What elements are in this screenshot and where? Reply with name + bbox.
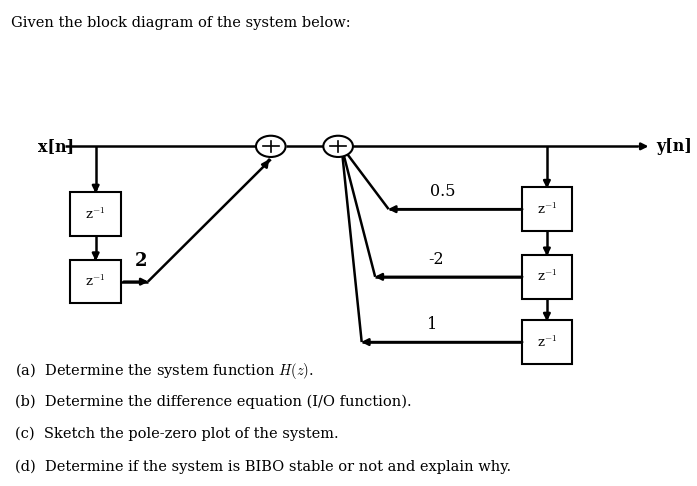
Text: (b)  Determine the difference equation (I/O function).: (b) Determine the difference equation (I… [15, 394, 411, 409]
Text: z$^{-1}$: z$^{-1}$ [537, 202, 557, 217]
FancyBboxPatch shape [70, 192, 121, 236]
Text: x[n]: x[n] [38, 138, 75, 155]
Text: z$^{-1}$: z$^{-1}$ [85, 274, 106, 289]
FancyBboxPatch shape [521, 188, 572, 231]
FancyBboxPatch shape [521, 255, 572, 298]
Text: (a)  Determine the system function $H(z)$.: (a) Determine the system function $H(z)$… [15, 362, 314, 382]
FancyBboxPatch shape [521, 320, 572, 364]
Text: 0.5: 0.5 [430, 183, 455, 200]
Text: z$^{-1}$: z$^{-1}$ [537, 334, 557, 350]
Circle shape [323, 136, 353, 157]
Text: 1: 1 [427, 316, 438, 333]
Text: z$^{-1}$: z$^{-1}$ [85, 207, 106, 222]
Text: 2: 2 [135, 252, 147, 270]
Circle shape [256, 136, 286, 157]
Text: (d)  Determine if the system is BIBO stable or not and explain why.: (d) Determine if the system is BIBO stab… [15, 460, 511, 474]
FancyBboxPatch shape [70, 260, 121, 303]
Text: Given the block diagram of the system below:: Given the block diagram of the system be… [11, 16, 351, 30]
Text: -2: -2 [428, 251, 443, 268]
Text: (c)  Sketch the pole-zero plot of the system.: (c) Sketch the pole-zero plot of the sys… [15, 427, 339, 441]
Text: y[n]: y[n] [656, 138, 692, 155]
Text: z$^{-1}$: z$^{-1}$ [537, 269, 557, 284]
